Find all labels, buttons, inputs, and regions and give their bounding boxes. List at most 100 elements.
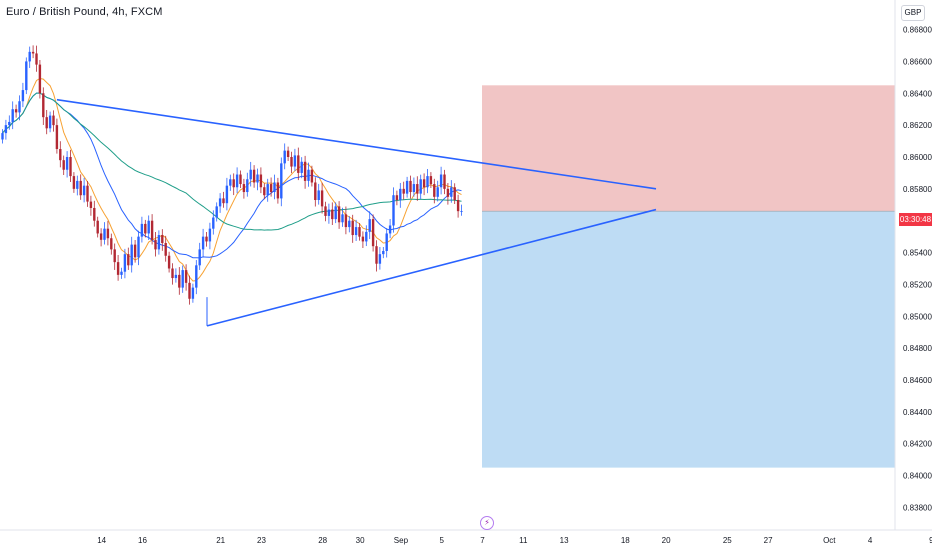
candle bbox=[307, 162, 310, 187]
candle bbox=[290, 151, 293, 174]
candle-body bbox=[140, 223, 144, 237]
y-tick-label: 0.84800 bbox=[903, 344, 932, 353]
candle bbox=[252, 165, 256, 188]
candle bbox=[259, 167, 263, 194]
candle-body bbox=[11, 109, 14, 122]
candle-body bbox=[137, 236, 140, 258]
candle-body bbox=[1, 133, 4, 140]
x-tick-label: Sep bbox=[394, 536, 409, 545]
candle-body bbox=[239, 174, 242, 185]
candle-body bbox=[72, 176, 76, 189]
y-tick-label: 0.84600 bbox=[903, 376, 932, 385]
candle bbox=[327, 203, 331, 224]
candle-body bbox=[208, 228, 212, 242]
candle bbox=[195, 260, 198, 295]
candle bbox=[106, 220, 110, 246]
stop-loss-zone bbox=[482, 85, 895, 212]
candle bbox=[303, 155, 307, 189]
candle bbox=[297, 147, 300, 181]
candle-body bbox=[232, 179, 235, 188]
candle bbox=[235, 167, 239, 194]
candle bbox=[443, 169, 446, 195]
candle bbox=[161, 229, 164, 251]
x-tick-label: 18 bbox=[621, 536, 630, 545]
candle bbox=[429, 172, 433, 189]
candle bbox=[184, 264, 188, 291]
candle-body bbox=[433, 184, 436, 197]
candle-body bbox=[133, 244, 137, 258]
candle-body bbox=[110, 238, 113, 250]
x-tick-label: Oct bbox=[823, 536, 836, 545]
candle-body bbox=[293, 155, 297, 167]
candle-body bbox=[303, 161, 307, 181]
candle bbox=[120, 267, 123, 279]
candle bbox=[439, 166, 443, 195]
candle bbox=[395, 190, 399, 206]
candle-body bbox=[59, 149, 62, 161]
candle-body bbox=[184, 270, 188, 283]
candle-body bbox=[42, 93, 45, 118]
candle-body bbox=[405, 180, 409, 194]
candle-body bbox=[96, 220, 99, 234]
candle-body bbox=[174, 274, 178, 279]
candle-body bbox=[446, 188, 450, 197]
candle bbox=[229, 174, 232, 191]
candle bbox=[140, 216, 144, 243]
candle-body bbox=[259, 174, 263, 188]
candle-body bbox=[82, 185, 86, 196]
candle-body bbox=[69, 156, 72, 177]
candle-body bbox=[280, 163, 283, 199]
candle-body bbox=[120, 271, 123, 275]
candle-body bbox=[21, 90, 25, 102]
candle bbox=[69, 149, 72, 183]
candle bbox=[113, 243, 116, 270]
candle-body bbox=[116, 262, 120, 275]
y-tick-label: 0.85200 bbox=[903, 280, 932, 289]
candle-body bbox=[4, 125, 8, 134]
candle-body bbox=[436, 187, 439, 197]
candle bbox=[436, 180, 439, 202]
candle bbox=[239, 170, 242, 189]
candle-body bbox=[426, 176, 429, 188]
y-tick-label: 0.86200 bbox=[903, 121, 932, 130]
candle-body bbox=[35, 53, 38, 65]
candle-body bbox=[99, 233, 103, 240]
y-tick-label: 0.85000 bbox=[903, 312, 932, 321]
candle-body bbox=[252, 169, 256, 183]
candle-body bbox=[422, 179, 426, 188]
candle-body bbox=[157, 235, 161, 250]
candle-body bbox=[263, 187, 266, 196]
lightning-icon[interactable]: ⚡ bbox=[480, 516, 494, 530]
candle bbox=[28, 46, 31, 68]
candle-body bbox=[130, 244, 133, 266]
x-tick-label: 30 bbox=[356, 536, 365, 545]
candle bbox=[62, 155, 65, 175]
candle bbox=[456, 194, 460, 218]
candle-body bbox=[388, 225, 392, 234]
candle-body bbox=[25, 61, 28, 91]
x-tick-label: 13 bbox=[560, 536, 569, 545]
candle bbox=[123, 248, 127, 279]
y-tick-label: 0.86800 bbox=[903, 26, 932, 35]
candle bbox=[348, 216, 351, 233]
candle-body bbox=[310, 169, 314, 183]
candle bbox=[212, 210, 215, 235]
lower-trendline bbox=[206, 208, 657, 327]
candle bbox=[116, 254, 120, 281]
candle-body bbox=[320, 190, 324, 207]
x-tick-label: 7 bbox=[480, 536, 485, 545]
candle bbox=[218, 193, 222, 213]
candle-body bbox=[38, 64, 42, 94]
candle bbox=[446, 182, 450, 205]
candle-body bbox=[419, 179, 422, 194]
candle bbox=[450, 180, 453, 203]
candle bbox=[133, 239, 137, 263]
x-tick-label: 28 bbox=[318, 536, 327, 545]
candle-body bbox=[113, 249, 116, 263]
candle-body bbox=[93, 207, 96, 221]
candle-body bbox=[225, 185, 229, 204]
candle bbox=[351, 214, 354, 243]
currency-badge[interactable]: GBP bbox=[901, 5, 925, 21]
